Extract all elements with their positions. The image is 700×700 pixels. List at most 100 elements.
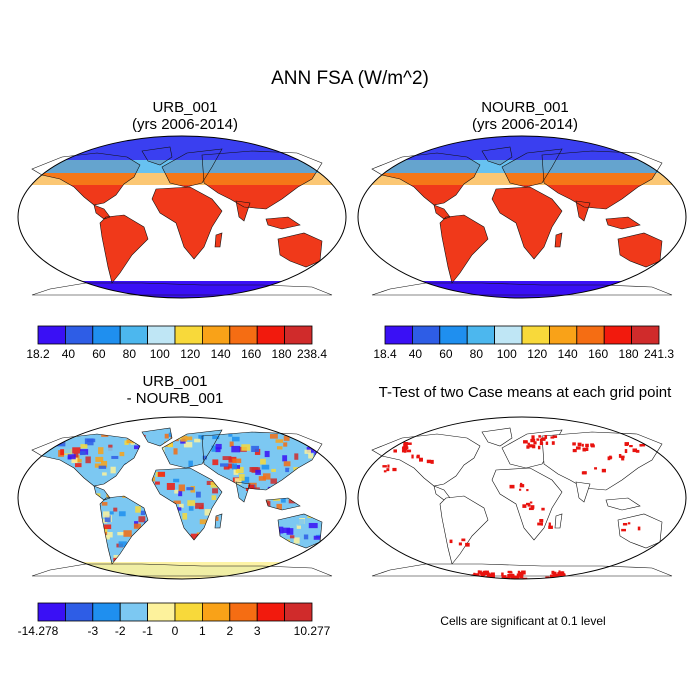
significant-cells	[382, 435, 646, 579]
significant-cell	[558, 570, 561, 574]
difference-cell	[140, 510, 146, 516]
difference-cell	[104, 524, 112, 530]
significant-cell	[482, 577, 486, 579]
difference-cell	[78, 522, 86, 529]
difference-cell	[327, 436, 332, 443]
difference-cell	[150, 456, 158, 461]
difference-cell	[121, 482, 128, 489]
difference-cell	[234, 501, 241, 506]
difference-cell	[261, 492, 268, 497]
difference-cell	[32, 493, 39, 499]
difference-cell	[199, 519, 207, 525]
difference-cell	[272, 552, 279, 559]
difference-cell	[232, 436, 240, 442]
difference-cell	[86, 541, 95, 545]
colorbar-tick-label: 60	[92, 347, 106, 361]
na-subarctic-band	[358, 160, 686, 173]
colorbar-swatch	[92, 325, 121, 345]
colorbar-swatch	[119, 325, 148, 345]
difference-cell	[297, 519, 305, 526]
significant-cell	[419, 457, 423, 462]
significant-cell	[639, 444, 643, 447]
difference-cell	[137, 457, 143, 463]
difference-cell	[276, 446, 283, 450]
antarctic-band	[358, 281, 686, 298]
difference-cell	[186, 436, 193, 441]
difference-cell	[147, 533, 152, 540]
difference-cell	[100, 460, 108, 468]
significant-cell	[551, 441, 555, 445]
map-outline	[17, 135, 347, 299]
difference-cell	[241, 444, 251, 451]
significant-cell	[539, 442, 544, 446]
colorbar-swatch	[549, 325, 578, 345]
difference-cell	[181, 548, 190, 553]
map-urb	[17, 135, 347, 299]
colorbar-tick-label: 160	[241, 347, 261, 361]
difference-cell	[73, 528, 80, 532]
difference-cell	[119, 553, 128, 558]
difference-cell	[229, 441, 234, 447]
significant-cell	[541, 507, 545, 511]
colorbar-swatch	[284, 602, 313, 622]
difference-cell	[113, 507, 118, 512]
difference-cell	[150, 538, 156, 543]
significant-cell	[507, 576, 511, 579]
significant-cell	[518, 573, 521, 577]
difference-cell	[137, 476, 142, 484]
significant-cell	[530, 505, 535, 509]
colorbar-swatch	[229, 602, 258, 622]
difference-cell	[331, 460, 332, 465]
colorbar-swatch	[439, 325, 468, 345]
colorbar-tick-label: 40	[62, 347, 76, 361]
panel-title: T-Test of two Case means at each grid po…	[379, 384, 672, 401]
significant-cell	[528, 507, 534, 511]
significant-cell	[531, 435, 535, 440]
difference-cell	[258, 524, 265, 531]
difference-cell	[291, 493, 300, 499]
difference-cell	[270, 478, 277, 484]
difference-cell	[251, 445, 260, 453]
difference-cell	[276, 503, 282, 511]
difference-cell	[94, 463, 101, 468]
difference-cell	[127, 482, 132, 486]
difference-cell	[251, 523, 259, 527]
difference-cell	[91, 532, 97, 539]
significant-cell	[403, 449, 407, 453]
significant-cell	[387, 464, 390, 468]
difference-cell	[170, 537, 179, 541]
colorbar-tick-label: 100	[150, 347, 170, 361]
difference-cell	[178, 484, 185, 492]
difference-cell	[77, 528, 83, 533]
difference-cell	[158, 511, 164, 517]
difference-cell	[48, 494, 57, 501]
difference-cell	[104, 515, 111, 523]
difference-cell	[98, 465, 107, 469]
difference-cell	[44, 548, 54, 553]
colorbar-tick-label: 18.2	[26, 347, 50, 361]
significant-cell	[383, 470, 387, 473]
significant-cell	[474, 573, 480, 576]
difference-cell	[62, 490, 71, 494]
difference-cell	[109, 511, 114, 515]
panel-title-line2: (yrs 2006-2014)	[132, 116, 238, 133]
significant-cell	[505, 576, 510, 579]
difference-cell	[176, 536, 182, 540]
difference-cell	[89, 502, 95, 508]
difference-cell	[331, 433, 332, 438]
difference-cell	[101, 502, 108, 506]
difference-cell	[79, 451, 86, 456]
difference-cell	[198, 435, 204, 440]
difference-cell	[259, 515, 265, 520]
difference-cell	[245, 512, 252, 519]
difference-cell	[138, 516, 146, 523]
significant-cell	[522, 504, 527, 508]
difference-cell	[302, 502, 309, 509]
difference-cell	[202, 455, 208, 460]
difference-cell	[261, 464, 270, 470]
difference-cell	[329, 516, 332, 523]
difference-cell	[139, 529, 148, 535]
difference-cell	[123, 530, 132, 537]
colorbar-swatch	[201, 602, 231, 622]
significant-cell	[515, 575, 519, 579]
